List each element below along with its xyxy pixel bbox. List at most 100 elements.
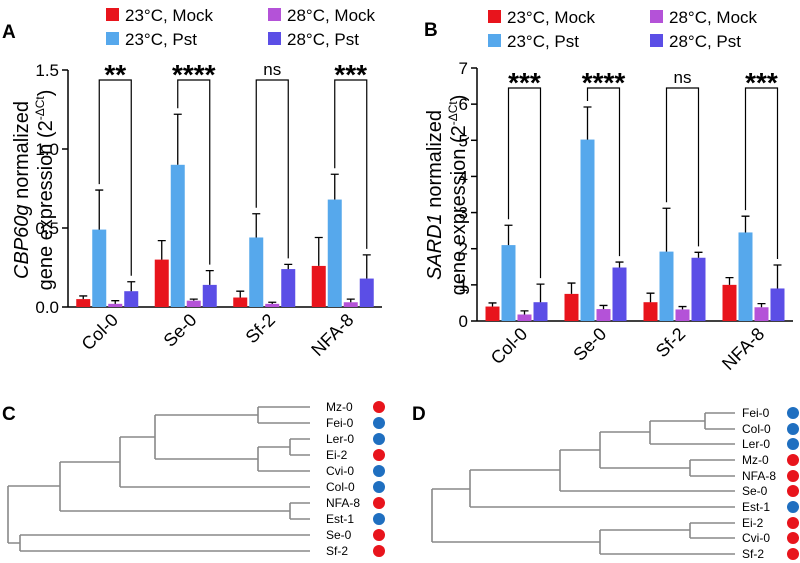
legend-label: 28°C, Pst xyxy=(287,30,359,49)
bar xyxy=(738,232,753,321)
dendrogram-d-branches xyxy=(431,412,735,555)
leaf-dot xyxy=(373,401,385,413)
leaf-label: Fei-0 xyxy=(326,416,354,430)
leaf-label: Est-1 xyxy=(742,500,770,514)
legend-swatch xyxy=(106,32,119,45)
leaf-dot xyxy=(787,454,799,466)
bar xyxy=(281,269,296,307)
significance-label: **** xyxy=(172,59,216,90)
leaf-dot xyxy=(787,485,799,497)
legend-swatch xyxy=(106,8,119,21)
y-axis-label-text: normalized xyxy=(424,110,446,213)
leaf-label: Ler-0 xyxy=(742,437,770,451)
error-bar xyxy=(536,283,545,303)
y-tick-label: 5 xyxy=(459,131,468,150)
legend-label: 28°C, Pst xyxy=(669,32,741,51)
error-bar xyxy=(567,282,576,294)
y-axis-label: gene expression (2-ΔCt) xyxy=(446,95,470,296)
leaf-label: Cvi-0 xyxy=(742,531,770,545)
error-bar xyxy=(773,264,782,289)
leaf-label: Sf-2 xyxy=(326,544,348,558)
leaf-label: Col-0 xyxy=(742,422,771,436)
error-bar xyxy=(504,224,513,246)
bar xyxy=(311,265,326,307)
y-tick-label: 0 xyxy=(459,312,468,331)
y-tick-label: 0.5 xyxy=(35,219,59,238)
bar xyxy=(596,309,611,321)
bar xyxy=(533,302,548,321)
bar xyxy=(770,288,785,321)
leaf-label: Ei-2 xyxy=(742,516,764,530)
error-bar xyxy=(284,263,293,270)
error-bar xyxy=(599,304,608,310)
y-axis-label-sup: -ΔCt xyxy=(446,101,460,126)
leaf-dot xyxy=(787,438,799,450)
leaf-dot xyxy=(787,407,799,419)
y-tick-label: 3 xyxy=(459,204,468,223)
bar xyxy=(691,257,706,321)
error-bar xyxy=(362,254,371,279)
x-tick-label: NFA-8 xyxy=(307,310,357,360)
legend-swatch xyxy=(488,10,501,23)
bar xyxy=(249,237,264,307)
x-tick-label: Sf-2 xyxy=(652,324,689,361)
leaf-dot xyxy=(373,465,385,477)
legend-swatch xyxy=(650,34,663,47)
legend-swatch xyxy=(268,32,281,45)
error-bar xyxy=(520,310,529,315)
leaf-label: Mz-0 xyxy=(326,400,353,414)
bar xyxy=(327,199,342,307)
y-axis-label: CBP60g normalized xyxy=(11,101,33,279)
bar xyxy=(202,284,217,307)
legend-swatch xyxy=(268,8,281,21)
panel-label: D xyxy=(412,404,426,425)
error-bar xyxy=(252,213,261,238)
bar xyxy=(485,306,500,321)
panel-label: C xyxy=(2,404,16,425)
x-tick-label: Col-0 xyxy=(487,324,532,369)
error-bar xyxy=(205,270,214,285)
bar xyxy=(92,229,107,307)
bar xyxy=(108,303,123,307)
leaf-dot xyxy=(373,417,385,429)
error-bar xyxy=(79,295,88,300)
significance-bracket xyxy=(334,79,368,249)
leaf-label: Ler-0 xyxy=(326,432,354,446)
bar xyxy=(612,267,627,321)
y-tick-label: 2 xyxy=(459,240,468,259)
leaf-label: Mz-0 xyxy=(742,453,769,467)
error-bar xyxy=(741,215,750,233)
bar xyxy=(154,259,169,307)
leaf-label: Est-1 xyxy=(326,512,354,526)
y-axis-label-text: ) xyxy=(448,95,470,102)
leaf-label: NFA-8 xyxy=(742,469,776,483)
leaf-dot xyxy=(787,532,799,544)
error-bar xyxy=(236,290,245,298)
y-axis-label: SARD1 normalized xyxy=(424,110,446,280)
bar xyxy=(343,302,358,307)
error-bar xyxy=(583,106,592,140)
bar xyxy=(170,164,185,307)
leaf-label: Se-0 xyxy=(742,484,768,498)
significance-bracket xyxy=(744,87,779,259)
bar xyxy=(517,314,532,321)
error-bar xyxy=(646,292,655,303)
error-bar xyxy=(173,113,182,165)
leaf-dot xyxy=(373,449,385,461)
leaf-dot xyxy=(373,529,385,541)
leaf-label: NFA-8 xyxy=(326,496,360,510)
y-axis-label-italic: SARD1 xyxy=(424,213,446,280)
panel-label: A xyxy=(2,22,16,43)
leaf-dot xyxy=(373,497,385,509)
leaf-dot xyxy=(373,481,385,493)
legend-label: 23°C, Pst xyxy=(125,30,197,49)
panel-label: B xyxy=(424,20,438,41)
legend-label: 23°C, Pst xyxy=(507,32,579,51)
significance-label: ns xyxy=(263,60,281,79)
legend-swatch xyxy=(488,34,501,47)
error-bar xyxy=(488,302,497,307)
error-bar xyxy=(111,300,120,304)
error-bar xyxy=(127,281,136,292)
error-bar xyxy=(678,305,687,310)
